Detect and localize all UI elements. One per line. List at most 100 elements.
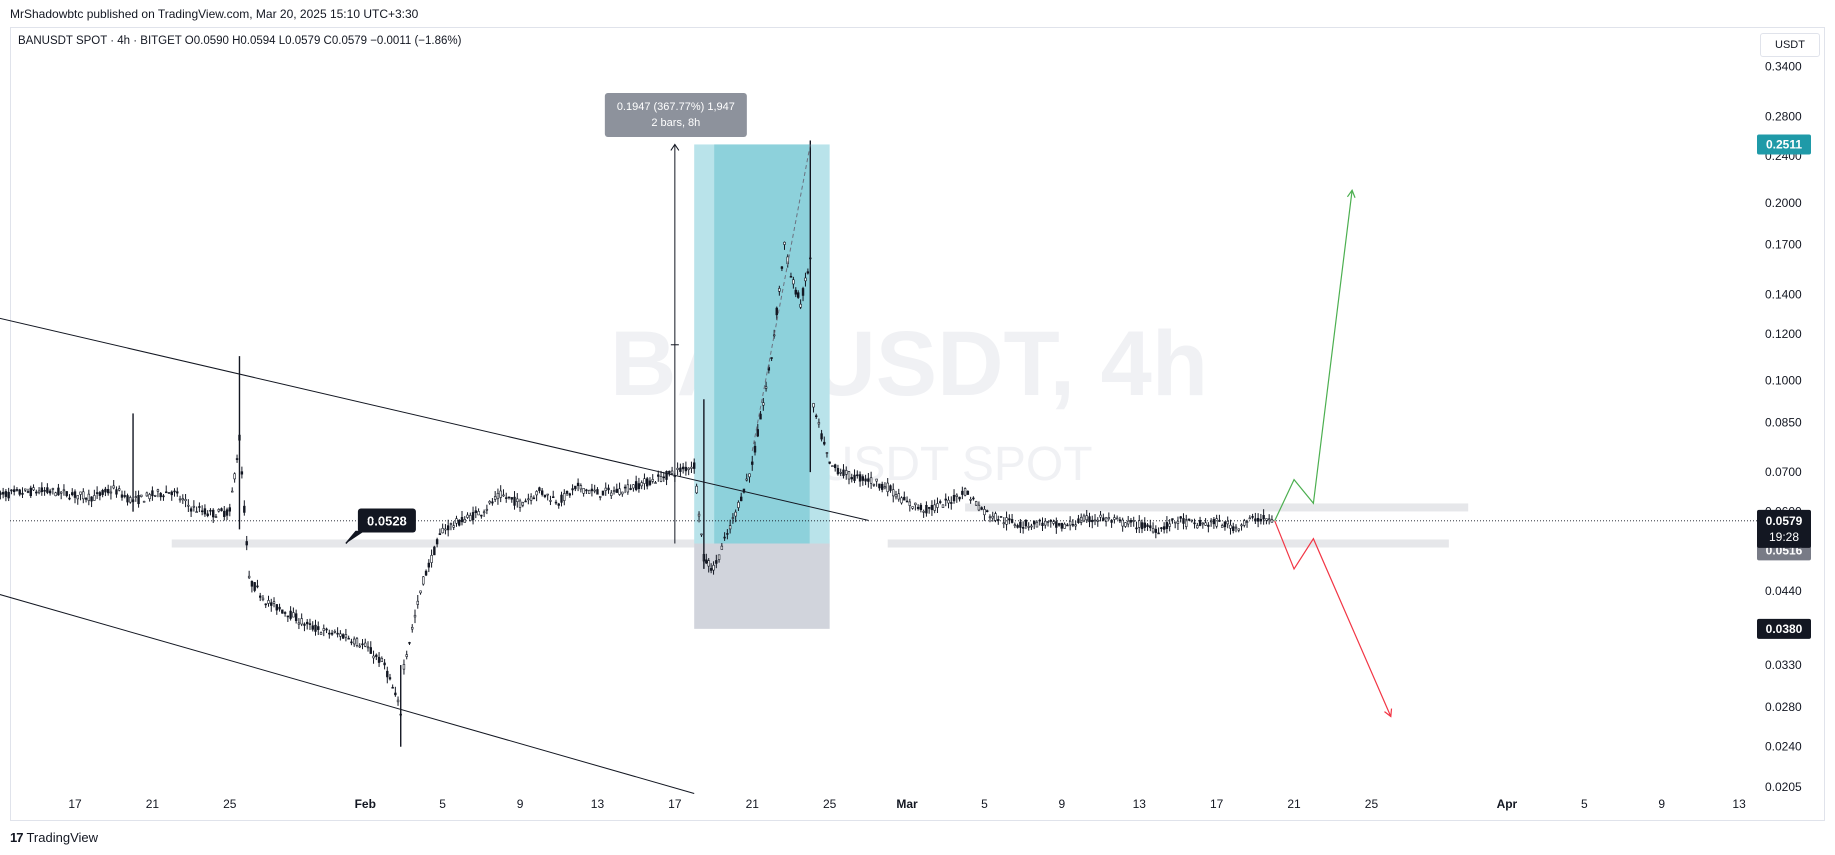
candle-body	[1115, 517, 1119, 520]
candle-body	[997, 519, 1000, 521]
target-zone-filled	[714, 144, 810, 544]
candle-body	[1229, 524, 1232, 529]
candle-body	[1151, 528, 1155, 533]
candle-body	[546, 493, 549, 496]
candle-body	[521, 502, 525, 506]
candle-body	[856, 474, 859, 477]
tradingview-logo[interactable]: 17 TradingView	[10, 830, 98, 845]
symbol-info[interactable]: BANUSDT SPOT · 4h · BITGET O0.0590 H0.05…	[18, 35, 462, 47]
currency-selector[interactable]: USDT	[1760, 33, 1820, 57]
candle-body	[966, 490, 970, 495]
candle-body	[1124, 522, 1127, 527]
candle-body	[563, 493, 566, 501]
candle-body	[607, 487, 610, 491]
candle-body	[361, 643, 364, 646]
candle-body	[1226, 520, 1229, 525]
candle-body	[300, 618, 303, 625]
candle-body	[24, 488, 27, 491]
candle-body	[386, 670, 389, 678]
candle-body	[939, 501, 942, 503]
candle-body	[524, 500, 527, 503]
candle-body	[51, 488, 55, 490]
candle-body	[278, 606, 281, 610]
candle-body	[728, 525, 732, 530]
candle-body	[1126, 520, 1130, 525]
candle-body	[192, 505, 196, 508]
candle-body	[388, 677, 392, 680]
candle-body	[684, 466, 688, 472]
candle-body	[681, 466, 685, 470]
candle-body	[441, 528, 444, 534]
x-tick-label: 5	[1581, 797, 1588, 811]
candle-body	[552, 496, 555, 499]
candle-body	[1201, 522, 1205, 525]
candle-body	[872, 483, 876, 486]
candle-body	[59, 491, 63, 494]
candle-body	[469, 515, 472, 521]
candle-body	[1030, 525, 1033, 528]
candle-body	[883, 486, 887, 489]
candle-body	[84, 498, 88, 500]
candle-body	[1173, 521, 1177, 524]
candle-body	[1223, 521, 1227, 528]
candle-body	[62, 489, 66, 492]
y-tick-label: 0.0280	[1765, 700, 1802, 714]
candle-body	[79, 491, 82, 495]
candle-body	[369, 647, 372, 654]
candle-body	[433, 546, 436, 556]
candle-body	[1135, 527, 1138, 530]
candle-body	[615, 488, 619, 493]
candle-body	[825, 452, 829, 454]
candle-body	[281, 609, 284, 614]
x-tick-label: 21	[146, 797, 160, 811]
candle-body	[1187, 518, 1191, 521]
candle-body	[1027, 526, 1030, 528]
x-tick-label: 9	[1658, 797, 1665, 811]
candle-body	[317, 626, 320, 630]
candle-body	[145, 492, 149, 497]
chart-frame	[10, 27, 1825, 821]
candle-body	[247, 575, 251, 579]
candle-body	[303, 623, 306, 626]
candle-body	[770, 357, 773, 359]
candle-body	[717, 554, 721, 560]
candle-body	[505, 497, 508, 499]
candle-body	[422, 576, 425, 585]
candle-body	[1060, 522, 1064, 529]
candle-body	[869, 477, 873, 484]
candle-body	[162, 495, 165, 498]
candle-body	[333, 630, 337, 633]
candle-body	[941, 504, 945, 508]
candle-body	[297, 622, 301, 625]
callout-label: 0.0528	[367, 513, 407, 528]
candle-body	[972, 497, 975, 500]
candle-body	[458, 519, 461, 526]
bullish-projection-arrowhead	[1346, 189, 1356, 198]
candle-body	[1093, 519, 1097, 522]
candle-body	[1071, 523, 1075, 526]
callout-box	[357, 508, 416, 533]
candle-body	[1267, 518, 1271, 521]
y-tick-label: 0.0850	[1765, 415, 1802, 429]
candle-body	[1207, 524, 1210, 527]
candle-body	[308, 623, 312, 625]
candle-body	[665, 470, 668, 480]
candle-body	[267, 600, 270, 604]
candle-body	[270, 602, 273, 606]
candle-body	[93, 495, 96, 501]
candle-body	[585, 489, 588, 492]
candle-body	[48, 490, 52, 494]
candle-body	[925, 504, 928, 514]
candle-body	[601, 490, 605, 496]
candle-body	[878, 483, 881, 489]
candle-body	[574, 485, 577, 490]
candle-body	[328, 632, 331, 635]
y-tick-label: 0.1200	[1765, 327, 1802, 341]
candle-body	[726, 533, 729, 535]
x-tick-label: 5	[981, 797, 988, 811]
candle-body	[181, 498, 185, 501]
candle-body	[1171, 518, 1174, 521]
candle-body	[994, 513, 997, 521]
candle-body	[396, 699, 400, 703]
